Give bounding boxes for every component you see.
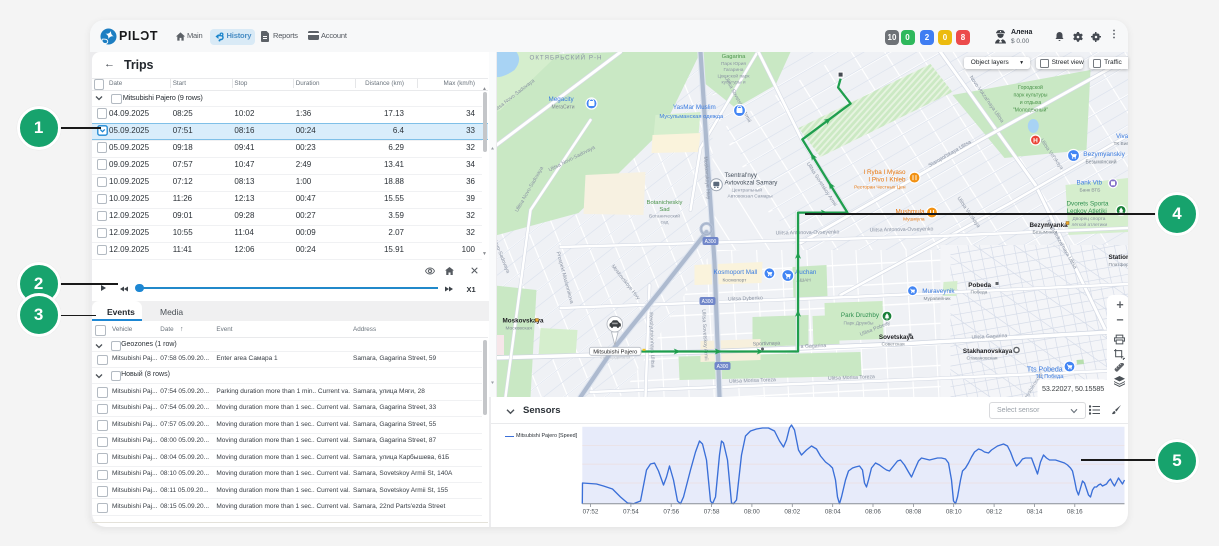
svg-text:с авт передвигается: с авт передвигается: [600, 356, 630, 360]
svg-text:I Ryba I Myaso: I Ryba I Myaso: [863, 169, 905, 176]
svg-text:Банк ВТБ: Банк ВТБ: [1079, 188, 1100, 194]
svg-text:Победа: Победа: [970, 290, 987, 296]
svg-text:Stakhanovskaya: Stakhanovskaya: [962, 348, 1012, 355]
svg-text:Платфор: Платфор: [1108, 262, 1128, 268]
svg-text:08:10: 08:10: [945, 509, 961, 516]
svg-text:Ulitsa Antonova-Ovseyenko: Ulitsa Antonova-Ovseyenko: [869, 226, 933, 233]
svg-text:Ulitsa Gagarina: Ulitsa Gagarina: [971, 333, 1007, 341]
svg-text:"Молодежный": "Молодежный": [1012, 107, 1048, 114]
svg-text:АШАН: АШАН: [796, 278, 811, 284]
svg-text:08:14: 08:14: [1026, 509, 1042, 516]
svg-text:парк культуры: парк культуры: [1013, 93, 1047, 99]
svg-text:Ulitsa Morisa Toreza: Ulitsa Morisa Toreza: [827, 374, 874, 382]
svg-text:Dvorets Sporta: Dvorets Sporta: [1066, 201, 1108, 208]
svg-text:Безымянский: Безымянский: [1085, 159, 1116, 166]
svg-text:Цветской парк: Цветской парк: [717, 73, 750, 80]
svg-text:Ulitsa Sovetskoy Armii: Ulitsa Sovetskoy Armii: [700, 309, 709, 361]
svg-text:08:04: 08:04: [824, 509, 840, 516]
svg-text:Muraveynik: Muraveynik: [922, 288, 955, 295]
svg-text:I Pivo I Khleb: I Pivo I Khleb: [868, 177, 906, 184]
svg-text:Городской: Городской: [1018, 84, 1043, 91]
svg-text:Mushmula: Mushmula: [895, 209, 925, 216]
svg-text:Ресторан Честных Цен: Ресторан Честных Цен: [854, 185, 906, 191]
svg-text:ТЦ Победа: ТЦ Победа: [1035, 374, 1063, 380]
svg-text:Ulitsa Antonova-Ovseyenko: Ulitsa Antonova-Ovseyenko: [775, 229, 839, 236]
svg-text:Sovetskaya: Sovetskaya: [878, 334, 913, 341]
svg-text:H: H: [1033, 138, 1038, 145]
svg-text:A300: A300: [716, 364, 728, 370]
svg-text:08:16: 08:16: [1066, 509, 1082, 516]
svg-text:Парк Дружбы: Парк Дружбы: [843, 321, 874, 327]
svg-text:a Gagarina: a Gagarina: [800, 343, 826, 350]
svg-text:Legkoy Atletiki: Legkoy Atletiki: [1066, 208, 1106, 215]
svg-text:Moskovskaya: Moskovskaya: [502, 318, 543, 325]
svg-text:ТК Вив: ТК Вив: [1113, 141, 1128, 147]
svg-text:07:54: 07:54: [623, 509, 639, 516]
svg-text:Московская: Московская: [505, 326, 532, 332]
svg-text:08:12: 08:12: [986, 509, 1002, 516]
svg-text:Мушмула: Мушмула: [903, 217, 925, 223]
svg-text:Revolyutsionnaya Ulitsa: Revolyutsionnaya Ulitsa: [647, 312, 655, 368]
svg-text:08:08: 08:08: [905, 509, 921, 516]
svg-text:ОКТЯБРЬСКИЙ Р-Н: ОКТЯБРЬСКИЙ Р-Н: [529, 54, 602, 62]
svg-text:Bezymyanka: Bezymyanka: [1029, 222, 1068, 229]
svg-text:YasMar Muslim: YasMar Muslim: [672, 104, 715, 111]
svg-text:07:56: 07:56: [663, 509, 679, 516]
svg-text:Парк Юрия: Парк Юрия: [720, 61, 745, 67]
svg-text:лёгкой атлетики: лёгкой атлетики: [1071, 221, 1107, 228]
svg-text:Park Druzhby: Park Druzhby: [840, 312, 879, 319]
svg-text:08:06: 08:06: [865, 509, 881, 516]
svg-text:Гагарина: Гагарина: [723, 67, 743, 73]
svg-text:Ulitsa Morisa Toreza: Ulitsa Morisa Toreza: [728, 377, 775, 385]
svg-text:Автовокзал Самары: Автовокзал Самары: [727, 194, 773, 200]
svg-text:Bank Vtb: Bank Vtb: [1076, 180, 1102, 187]
svg-text:Bezymyanskiy: Bezymyanskiy: [1083, 151, 1125, 158]
svg-text:Botanicheskiy: Botanicheskiy: [646, 200, 682, 206]
svg-text:Sportivnaya: Sportivnaya: [752, 341, 780, 348]
svg-text:Центральный: Центральный: [731, 187, 762, 194]
svg-text:Мусульманская одежда: Мусульманская одежда: [659, 114, 724, 120]
svg-text:Viva: Viva: [1116, 133, 1129, 140]
svg-text:Sad: Sad: [659, 207, 669, 213]
svg-text:Дворец спорта: Дворец спорта: [1072, 216, 1105, 222]
svg-text:Ulitsa Dybenko: Ulitsa Dybenko: [727, 295, 762, 302]
svg-text:Муравейник: Муравейник: [923, 295, 951, 302]
svg-text:МегаСити: МегаСити: [551, 105, 574, 111]
svg-text:сад: сад: [660, 221, 668, 226]
svg-text:Avtovokzal Samary: Avtovokzal Samary: [724, 180, 778, 187]
svg-text:Mitsubishi Pajero: Mitsubishi Pajero: [593, 349, 637, 355]
svg-text:культуры и: культуры и: [721, 81, 745, 86]
svg-text:и отдыха: и отдыха: [1019, 100, 1041, 106]
svg-text:Auchan: Auchan: [795, 269, 817, 276]
svg-text:Космопорт: Космопорт: [722, 278, 747, 284]
svg-text:Gagarina: Gagarina: [721, 54, 746, 60]
svg-text:Tsentral'nyy: Tsentral'nyy: [724, 172, 757, 179]
svg-text:Pobeda: Pobeda: [968, 282, 991, 289]
svg-text:Стахановская: Стахановская: [966, 356, 997, 362]
svg-text:08:00: 08:00: [744, 509, 760, 516]
svg-text:08:02: 08:02: [784, 509, 800, 516]
svg-text:Moskovskoye Hwy: Moskovskoye Hwy: [702, 156, 711, 200]
svg-text:Безымянка: Безымянка: [1032, 230, 1057, 236]
svg-text:Kosmoport Mall: Kosmoport Mall: [713, 269, 757, 276]
svg-text:A300: A300: [704, 239, 716, 245]
svg-text:Station: Station: [1108, 254, 1128, 261]
svg-text:A300: A300: [701, 299, 713, 305]
svg-text:07:52: 07:52: [582, 509, 598, 516]
svg-text:Tts Pobeda: Tts Pobeda: [1026, 366, 1062, 373]
svg-text:07:58: 07:58: [703, 509, 719, 516]
svg-text:Советская: Советская: [881, 342, 905, 348]
svg-text:Ботанический: Ботанический: [649, 213, 680, 220]
svg-text:Megacity: Megacity: [548, 96, 574, 103]
